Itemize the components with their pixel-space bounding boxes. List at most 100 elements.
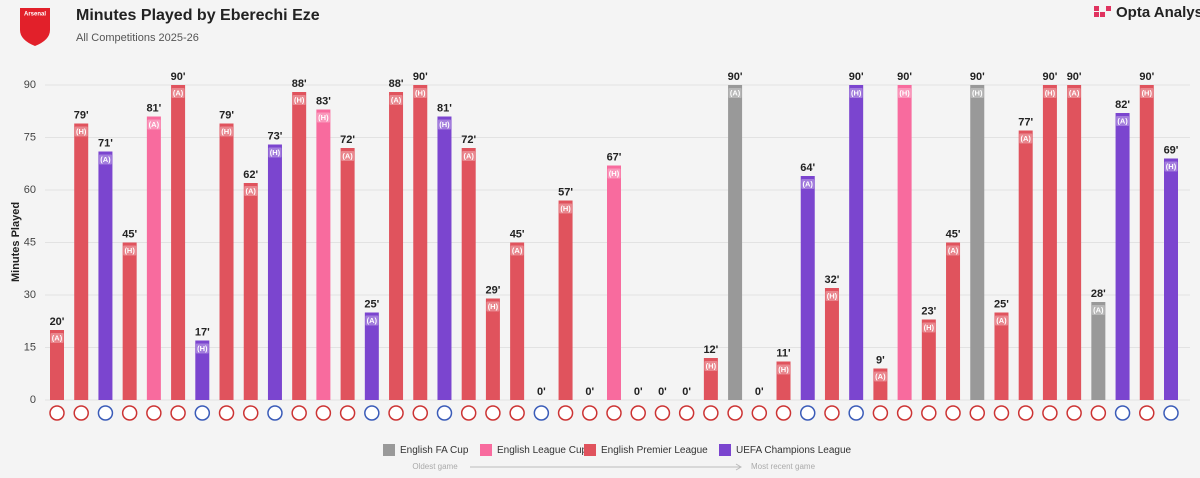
brand-text: Opta Analyst (1116, 4, 1200, 21)
chart-subtitle: All Competitions 2025-26 (76, 32, 199, 44)
value-label: 28' (1091, 288, 1106, 300)
value-label: 67' (607, 151, 622, 163)
venue-badge (98, 154, 112, 165)
venue-label: (H) (778, 365, 789, 374)
legend-label: UEFA Champions League (736, 445, 852, 456)
venue-label: (H) (488, 302, 499, 311)
bar (921, 319, 936, 400)
venue-label: (H) (924, 323, 935, 332)
venue-badge (1164, 161, 1178, 172)
venue-label: (H) (439, 120, 450, 129)
opponent-crest (242, 405, 259, 421)
legend-swatch (719, 444, 731, 456)
bar (243, 183, 258, 400)
venue-label: (A) (1117, 116, 1128, 125)
value-label: 29' (485, 284, 500, 296)
opponent-crest (170, 405, 186, 421)
venue-badge (1116, 116, 1130, 126)
bar (558, 200, 573, 400)
venue-badge (220, 126, 234, 137)
value-label: 79' (74, 109, 89, 121)
value-label: 17' (195, 326, 210, 338)
value-label: 69' (1164, 144, 1179, 156)
value-label: 0' (585, 386, 594, 398)
opponent-crest (678, 405, 695, 421)
venue-label: (A) (391, 95, 402, 104)
venue-badge (50, 333, 64, 343)
bar (510, 242, 525, 400)
opponent-crest (533, 405, 550, 421)
value-label: 81' (146, 102, 161, 114)
opponent-crest (1163, 405, 1179, 421)
bar (703, 358, 718, 400)
bar (50, 330, 64, 400)
venue-badge (462, 151, 476, 161)
bar (824, 288, 839, 400)
venue-badge (1043, 88, 1057, 98)
venue-badge (413, 88, 427, 98)
venue-label: (A) (803, 179, 814, 188)
bar (340, 148, 355, 400)
opponent-crest (121, 405, 138, 421)
opponent-crest (1042, 405, 1058, 421)
venue-badge (341, 151, 355, 161)
venue-label: (H) (124, 246, 135, 255)
value-label: 71' (98, 137, 113, 149)
legend-label: English League Cup (497, 445, 588, 456)
venue-badge (1019, 133, 1033, 144)
opponent-crest (969, 405, 986, 421)
opponent-crest (146, 405, 162, 421)
venue-badge (437, 119, 451, 130)
venue-label: (H) (851, 88, 862, 97)
bar (413, 85, 428, 400)
venue-badge (195, 343, 209, 354)
legend-label: English Premier League (601, 445, 708, 456)
venue-badge (147, 119, 161, 130)
y-axis-label: Minutes Played (10, 202, 22, 282)
bar (970, 85, 985, 400)
opponent-crest (775, 405, 792, 421)
value-label: 90' (171, 71, 186, 83)
value-label: 0' (658, 386, 667, 398)
bar (994, 312, 1009, 400)
venue-badge (994, 315, 1008, 326)
opponent-crest (194, 405, 211, 421)
bar (485, 298, 500, 400)
value-label: 9' (876, 354, 885, 366)
bar (171, 85, 186, 400)
opponent-crest (1139, 405, 1155, 421)
opponent-crest (703, 405, 719, 421)
value-label: 90' (413, 71, 428, 83)
value-label: 90' (897, 71, 912, 83)
opponent-crest (388, 405, 404, 421)
value-label: 0' (634, 386, 643, 398)
value-label: 0' (755, 386, 764, 398)
bar (728, 85, 743, 400)
value-label: 88' (292, 78, 307, 90)
venue-badge (607, 168, 621, 179)
bar (74, 123, 89, 400)
venue-label: (A) (100, 155, 111, 164)
opponent-crest (727, 405, 743, 421)
value-label: 11' (776, 347, 791, 359)
opponent-crest (49, 405, 65, 421)
venue-badge (801, 179, 815, 189)
venue-badge (486, 301, 500, 312)
y-tick-label: 75 (24, 131, 36, 143)
venue-label: (A) (367, 316, 378, 325)
venue-badge (389, 95, 403, 105)
venue-label: (A) (948, 246, 959, 255)
bar (1164, 158, 1178, 400)
opponent-crest (1114, 405, 1131, 421)
opponent-crest (339, 405, 356, 421)
opponent-crest (460, 405, 477, 421)
venue-label: (A) (1069, 88, 1080, 97)
venue-badge (728, 88, 742, 98)
value-label: 90' (1042, 71, 1057, 83)
opponent-crest (945, 405, 961, 421)
opponent-crest (751, 405, 768, 421)
bar (292, 92, 307, 400)
timeline-arrowhead (735, 463, 742, 471)
y-tick-label: 15 (24, 341, 36, 353)
